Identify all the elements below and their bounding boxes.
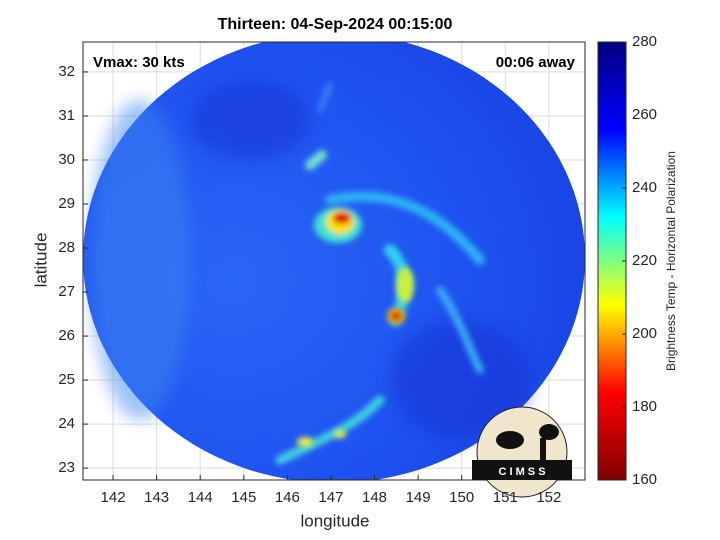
plot-frame [82, 41, 586, 481]
y-tick-label: 25 [58, 371, 75, 388]
x-tick-label: 143 [144, 489, 169, 506]
colorbar-label: Brightness Temp - Horizontal Polarizatio… [664, 151, 678, 371]
logo: C I M S S [472, 406, 572, 498]
y-axis-label: latitude [31, 233, 50, 288]
colorbar-tick-label: 260 [632, 106, 657, 123]
colorbar-tick-label: 200 [632, 325, 657, 342]
x-tick-label: 148 [362, 489, 387, 506]
x-tick-label: 150 [449, 489, 474, 506]
x-tick-label: 142 [101, 489, 126, 506]
colorbar [597, 41, 627, 481]
colorbar-tick-label: 220 [632, 252, 657, 269]
y-tick-label: 30 [58, 151, 75, 168]
y-tick-label: 28 [58, 239, 75, 256]
x-tick-label: 147 [318, 489, 343, 506]
y-tick-label: 31 [58, 107, 75, 124]
annotation: Vmax: 30 kts [93, 54, 185, 71]
x-tick-label: 151 [493, 489, 518, 506]
y-tick-label: 24 [58, 415, 75, 432]
x-tick-label: 152 [536, 489, 561, 506]
colorbar-tick-label: 240 [632, 179, 657, 196]
annotation: 00:06 away [496, 54, 576, 71]
x-tick-label: 146 [275, 489, 300, 506]
chart-title: Thirteen: 04-Sep-2024 00:15:00 [218, 16, 453, 33]
x-tick-label: 149 [406, 489, 431, 506]
colorbar-tick-label: 280 [632, 33, 657, 50]
x-axis-label: longitude [300, 511, 369, 530]
x-tick-label: 144 [188, 489, 213, 506]
colorbar-tick-label: 180 [632, 398, 657, 415]
colorbar-tick-label: 160 [632, 471, 657, 488]
y-tick-label: 27 [58, 283, 75, 300]
y-tick-label: 32 [58, 63, 75, 80]
y-tick-label: 29 [58, 195, 75, 212]
x-tick-label: 145 [231, 489, 256, 506]
y-tick-label: 23 [58, 459, 75, 476]
y-tick-label: 26 [58, 327, 75, 344]
logo-text: C I M S S [498, 466, 545, 478]
satellite-image [83, 42, 585, 480]
